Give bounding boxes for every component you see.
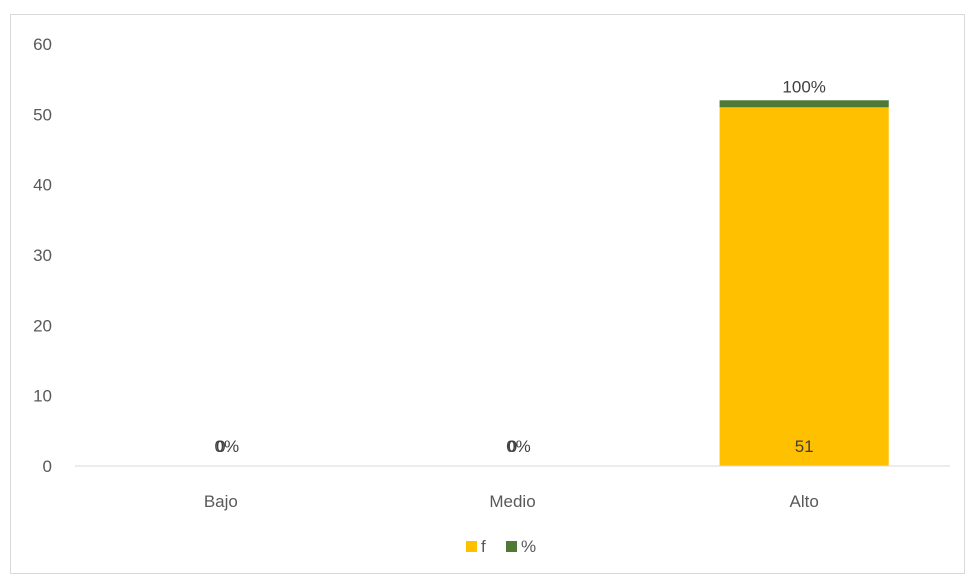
data-label-f: 0: [508, 437, 517, 456]
x-axis-tick-labels: Bajo Medio Alto: [204, 492, 819, 511]
data-label-f: 0: [216, 437, 225, 456]
bar-f: [719, 107, 889, 467]
legend-label: %: [521, 537, 536, 556]
y-tick-label: 50: [33, 105, 52, 124]
bars: [719, 100, 889, 467]
x-tick-label: Bajo: [204, 492, 238, 511]
y-axis-tick-labels: 0 10 20 30 40 50 60: [33, 35, 52, 476]
legend: f%: [466, 537, 536, 556]
x-tick-label: Medio: [489, 492, 535, 511]
data-label-percent: 0%: [215, 437, 240, 456]
y-tick-label: 20: [33, 316, 52, 335]
data-label-f: 51: [795, 437, 814, 456]
y-tick-label: 40: [33, 176, 52, 195]
y-tick-label: 10: [33, 387, 52, 406]
bar-percent: [719, 100, 889, 108]
legend-swatch: [466, 541, 477, 552]
y-tick-label: 30: [33, 246, 52, 265]
legend-label: f: [481, 537, 486, 556]
y-tick-label: 60: [33, 35, 52, 54]
y-tick-label: 0: [43, 457, 52, 476]
legend-swatch: [506, 541, 517, 552]
x-tick-label: Alto: [790, 492, 819, 511]
data-label-percent: 0%: [506, 437, 531, 456]
data-label-percent: 100%: [782, 77, 825, 96]
